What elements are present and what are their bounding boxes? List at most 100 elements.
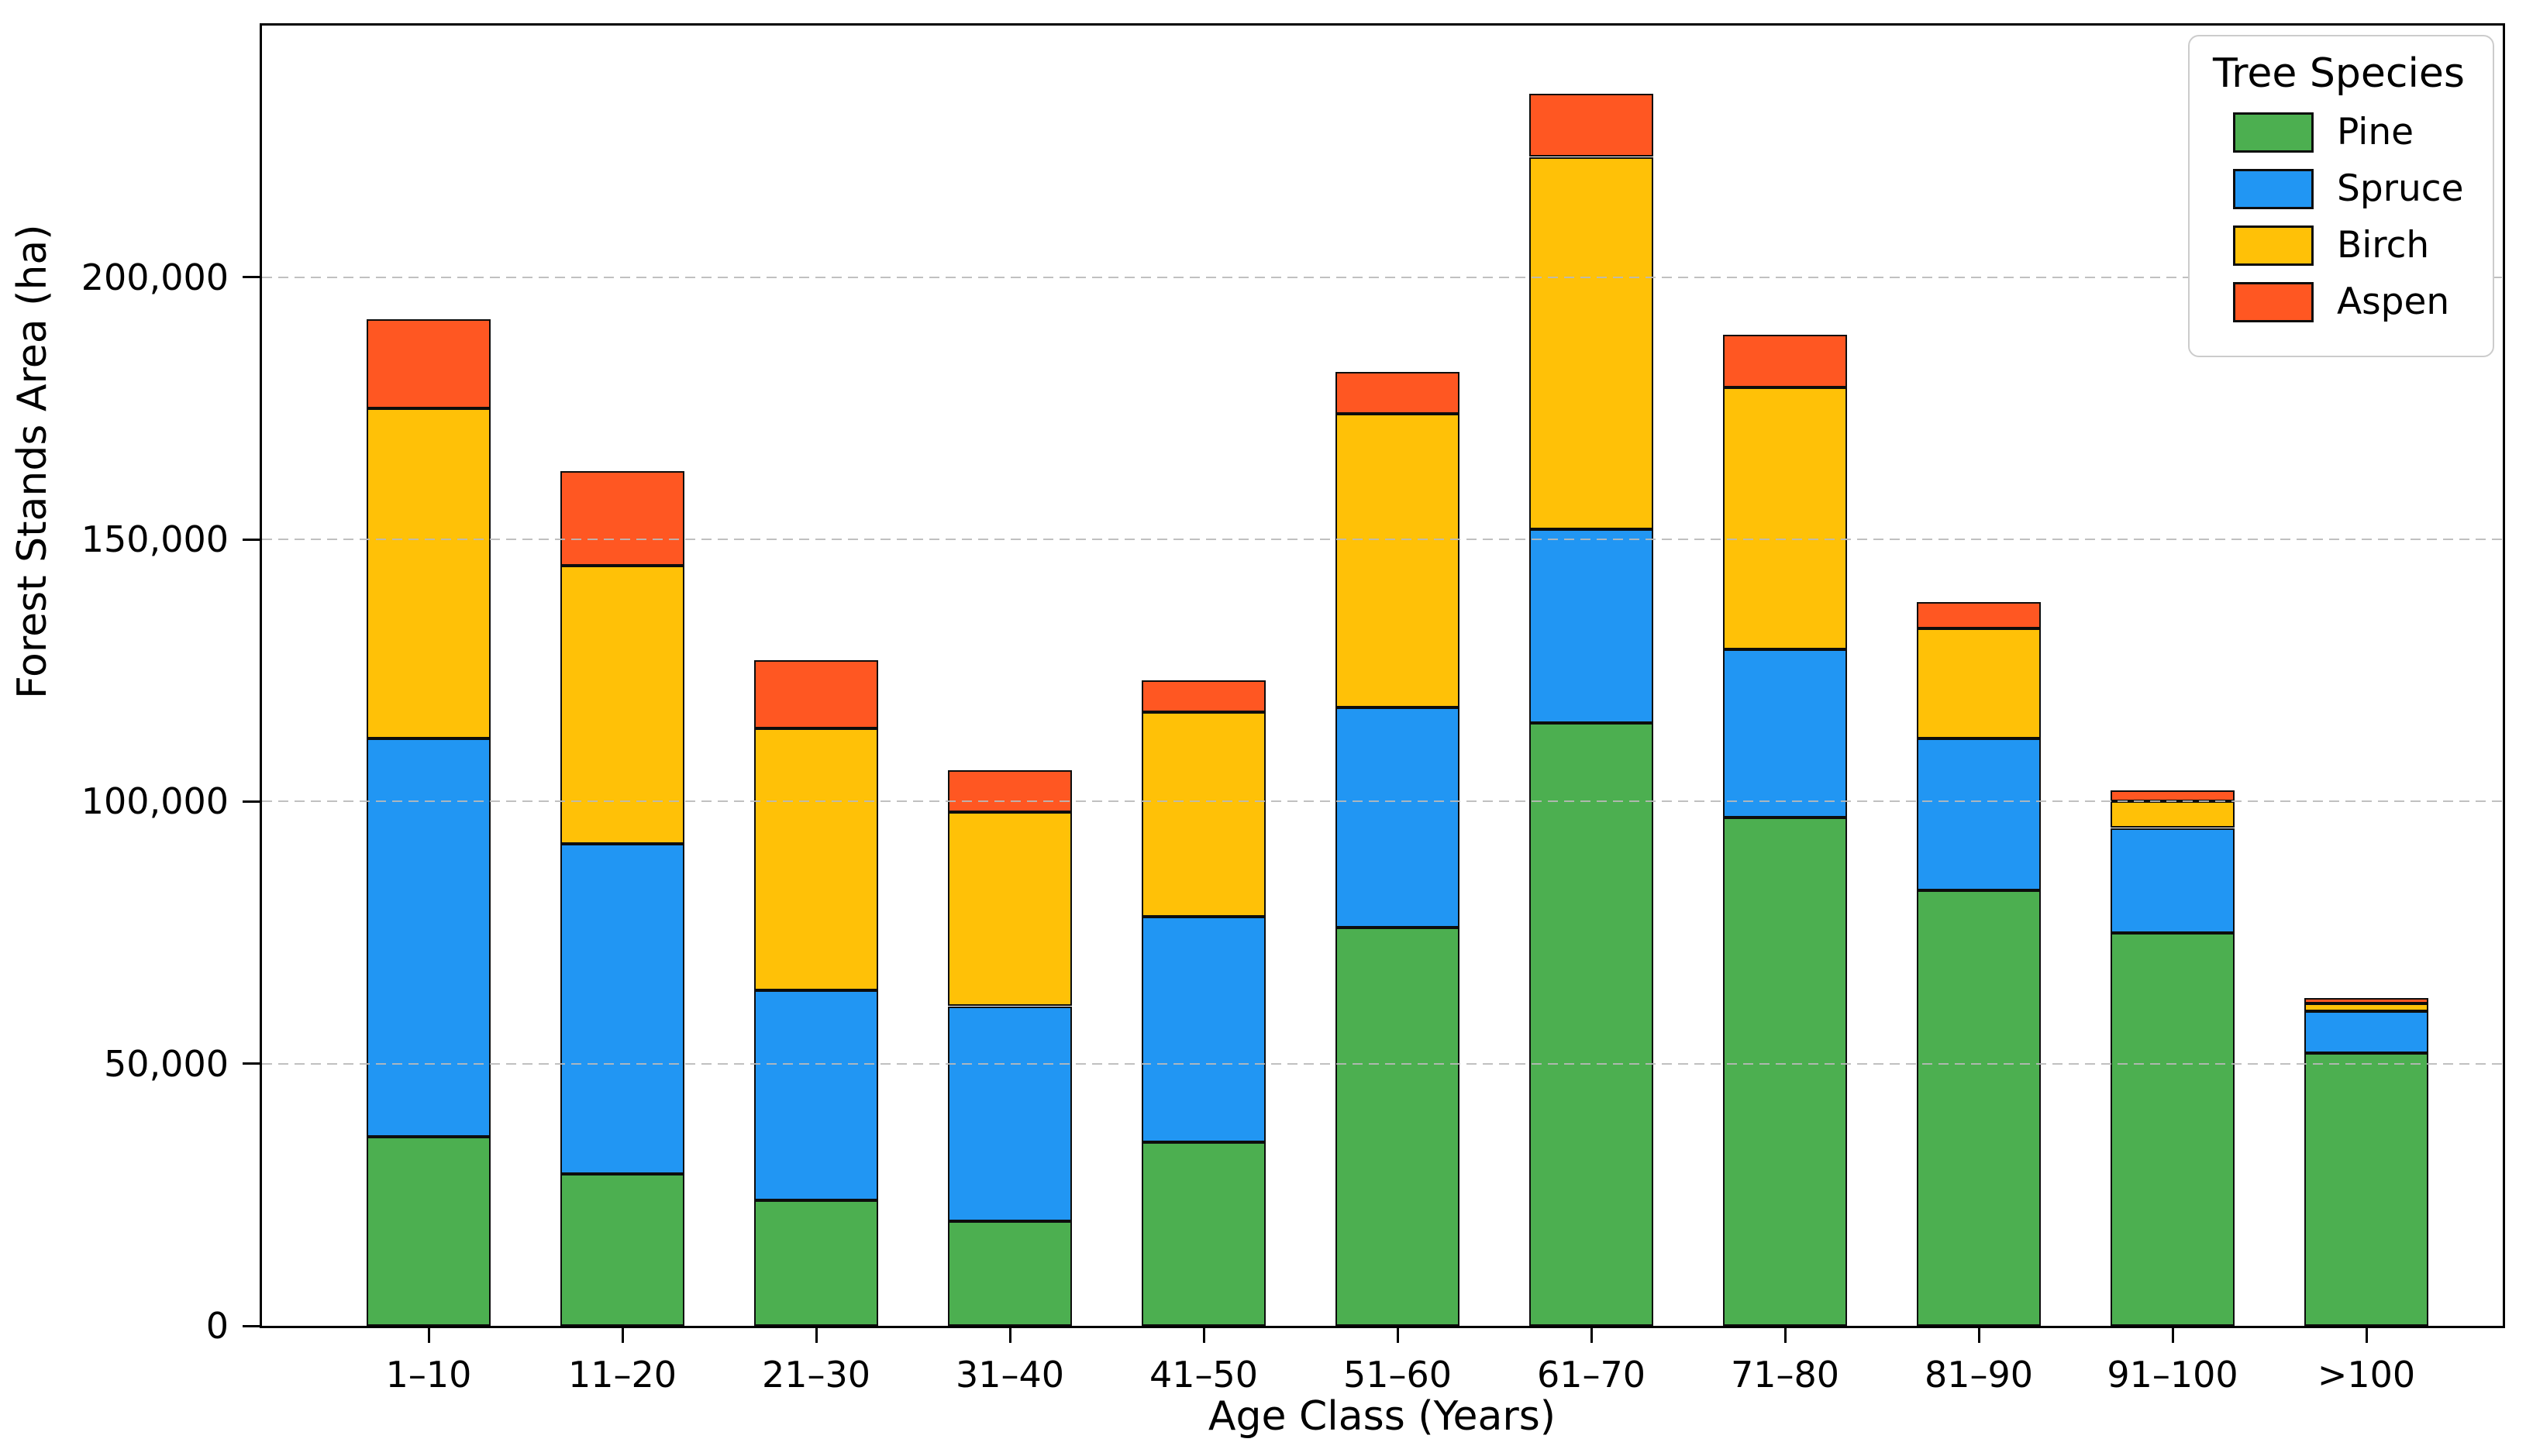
legend-item-pine: Pine [2233, 111, 2465, 153]
bar-segment-81–90-birch [1917, 628, 2041, 738]
y-tick-label-100000: 100,000 [81, 780, 229, 823]
bar-segment-61–70-aspen [1529, 94, 1653, 157]
bar-11–20 [560, 26, 684, 1326]
bar-segment-61–70-spruce [1529, 529, 1653, 723]
bar-31–40 [948, 26, 1072, 1326]
legend-title: Tree Species [2213, 50, 2465, 97]
x-tick-label-21–30: 21–30 [761, 1354, 871, 1396]
x-tick-label-1–10: 1–10 [385, 1354, 472, 1396]
bar-segment-71–80-pine [1723, 817, 1847, 1326]
bar-segment-1–10-aspen [367, 319, 491, 408]
bar-61–70 [1529, 26, 1653, 1326]
bar-segment-21–30-pine [754, 1200, 878, 1326]
bar-segment-21–30-aspen [754, 660, 878, 728]
x-tick-mark-71–80 [1783, 1326, 1787, 1343]
bar-segment-11–20-pine [560, 1174, 684, 1326]
bar-segment-41–50-spruce [1142, 917, 1266, 1142]
legend-swatch-aspen [2233, 281, 2314, 322]
legend-label-birch: Birch [2337, 224, 2430, 267]
x-tick-label->100: >100 [2317, 1354, 2416, 1396]
x-tick-mark-21–30 [815, 1326, 818, 1343]
y-tick-mark-50000 [243, 1062, 260, 1065]
bar-segment-71–80-spruce [1723, 649, 1847, 817]
x-tick-label-11–20: 11–20 [567, 1354, 677, 1396]
bar-segment-21–30-birch [754, 728, 878, 990]
x-tick-mark-31–40 [1008, 1326, 1011, 1343]
bar-segment-31–40-pine [948, 1221, 1072, 1326]
x-tick-label-31–40: 31–40 [955, 1354, 1065, 1396]
legend-label-aspen: Aspen [2337, 281, 2450, 323]
bar-segment-91–100-birch [2111, 801, 2235, 828]
x-tick-mark-61–70 [1590, 1326, 1593, 1343]
bar-segment-11–20-birch [560, 566, 684, 844]
bar-segment-31–40-spruce [948, 1007, 1072, 1221]
bar-segment->100-aspen [2304, 998, 2428, 1003]
x-axis-title: Age Class (Years) [1208, 1393, 1556, 1440]
bar-71–80 [1723, 26, 1847, 1326]
bar-segment-51–60-pine [1335, 928, 1459, 1326]
bar-segment-81–90-aspen [1917, 602, 2041, 628]
bar-segment-71–80-aspen [1723, 335, 1847, 387]
x-tick-label-71–80: 71–80 [1730, 1354, 1840, 1396]
bar-51–60 [1335, 26, 1459, 1326]
bar->100 [2304, 26, 2428, 1326]
bar-segment->100-pine [2304, 1053, 2428, 1326]
x-tick-label-41–50: 41–50 [1149, 1354, 1259, 1396]
bar-81–90 [1917, 26, 2041, 1326]
legend-label-pine: Pine [2337, 111, 2414, 153]
y-axis-title: Forest Stands Area (ha) [9, 224, 56, 699]
bar-segment-91–100-spruce [2111, 828, 2235, 933]
y-tick-label-150000: 150,000 [81, 518, 229, 561]
x-tick-mark-51–60 [1396, 1326, 1399, 1343]
y-tick-label-0: 0 [205, 1305, 229, 1347]
legend-item-aspen: Aspen [2233, 281, 2465, 323]
bar-segment-21–30-spruce [754, 990, 878, 1200]
bar-segment-1–10-birch [367, 408, 491, 738]
legend-item-spruce: Spruce [2233, 167, 2465, 210]
bar-segment-31–40-birch [948, 812, 1072, 1006]
bar-91–100 [2111, 26, 2235, 1326]
bar-segment-51–60-aspen [1335, 372, 1459, 414]
bar-segment-71–80-birch [1723, 387, 1847, 649]
x-tick-label-51–60: 51–60 [1342, 1354, 1453, 1396]
bar-segment-11–20-aspen [560, 471, 684, 566]
gridline-50000 [262, 1062, 2503, 1065]
bar-21–30 [754, 26, 878, 1326]
x-tick-mark-41–50 [1202, 1326, 1205, 1343]
x-tick-label-61–70: 61–70 [1536, 1354, 1646, 1396]
bar-segment-61–70-birch [1529, 157, 1653, 529]
gridline-100000 [262, 800, 2503, 803]
plot-area [260, 23, 2505, 1328]
bar-segment-91–100-pine [2111, 933, 2235, 1326]
y-tick-mark-200000 [243, 276, 260, 279]
legend-swatch-spruce [2233, 168, 2314, 209]
bar-segment-41–50-birch [1142, 712, 1266, 917]
gridline-150000 [262, 539, 2503, 541]
bar-segment-1–10-spruce [367, 738, 491, 1137]
legend-items: Pine Spruce Birch Aspen [2213, 111, 2465, 323]
bar-segment-11–20-spruce [560, 844, 684, 1174]
bar-segment->100-spruce [2304, 1011, 2428, 1053]
legend-swatch-birch [2233, 225, 2314, 266]
bar-segment-61–70-pine [1529, 723, 1653, 1326]
bar-41–50 [1142, 26, 1266, 1326]
bar-segment-1–10-pine [367, 1137, 491, 1326]
bar-segment-51–60-spruce [1335, 707, 1459, 928]
legend-label-spruce: Spruce [2337, 167, 2464, 210]
bar-segment-91–100-aspen [2111, 790, 2235, 801]
y-tick-mark-0 [243, 1324, 260, 1327]
y-tick-label-200000: 200,000 [81, 256, 229, 298]
y-tick-mark-100000 [243, 800, 260, 803]
legend: Tree Species Pine Spruce Birch Aspen [2188, 35, 2494, 357]
y-tick-mark-150000 [243, 538, 260, 541]
bar-segment-31–40-aspen [948, 770, 1072, 812]
bar-1–10 [367, 26, 491, 1326]
bar-segment-41–50-pine [1142, 1142, 1266, 1326]
bar-segment-81–90-spruce [1917, 738, 2041, 890]
x-tick-label-91–100: 91–100 [2107, 1354, 2238, 1396]
x-tick-mark-1–10 [427, 1326, 430, 1343]
bar-segment->100-birch [2304, 1003, 2428, 1011]
gridline-200000 [262, 276, 2503, 278]
bar-segment-41–50-aspen [1142, 680, 1266, 712]
